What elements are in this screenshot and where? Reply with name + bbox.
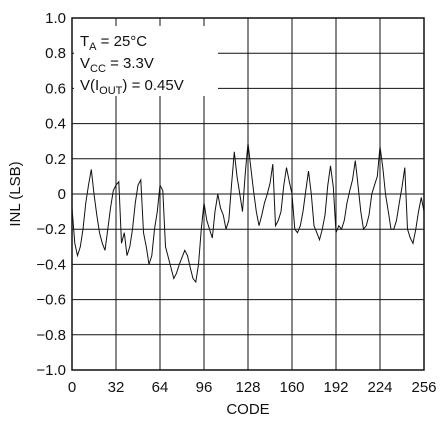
y-tick-labels: −1.0 −0.8 −0.6 −0.4 −0.2 0 0.2 0.4 0.6 0.8 1.0	[36, 10, 66, 379]
x-tick-label: 256	[411, 379, 436, 396]
annotation-line: V(IOUT) = 0.45V	[80, 77, 184, 97]
x-tick-label: 192	[323, 379, 348, 396]
y-tick-label: −0.2	[36, 221, 66, 238]
y-tick-label: 1.0	[45, 10, 66, 27]
annotation-line: TA = 25°C	[80, 33, 147, 53]
x-tick-label: 0	[68, 379, 76, 396]
y-tick-label: 0.2	[45, 151, 66, 168]
y-tick-label: −0.6	[36, 292, 66, 309]
x-tick-label: 64	[152, 379, 169, 396]
x-tick-label: 128	[235, 379, 260, 396]
annotation-background	[74, 26, 218, 96]
y-tick-label: −1.0	[36, 362, 66, 379]
x-tick-label: 32	[108, 379, 125, 396]
y-tick-label: −0.8	[36, 327, 66, 344]
y-tick-label: 0.8	[45, 45, 66, 62]
y-tick-label: −0.4	[36, 256, 66, 273]
x-tick-label: 96	[196, 379, 213, 396]
y-tick-label: 0.6	[45, 80, 66, 97]
x-tick-label: 160	[279, 379, 304, 396]
x-tick-label: 224	[367, 379, 392, 396]
annotation-line: VCC = 3.3V	[80, 55, 154, 75]
y-tick-label: 0.4	[45, 116, 66, 133]
y-axis-label: INL (LSB)	[7, 161, 24, 226]
inl-line	[71, 142, 425, 284]
x-axis-label: CODE	[226, 401, 269, 418]
plot-frame	[71, 17, 425, 371]
y-tick-label: 0	[58, 186, 66, 203]
x-tick-labels: 0 32 64 96 128 160 192 224 256	[68, 379, 437, 396]
